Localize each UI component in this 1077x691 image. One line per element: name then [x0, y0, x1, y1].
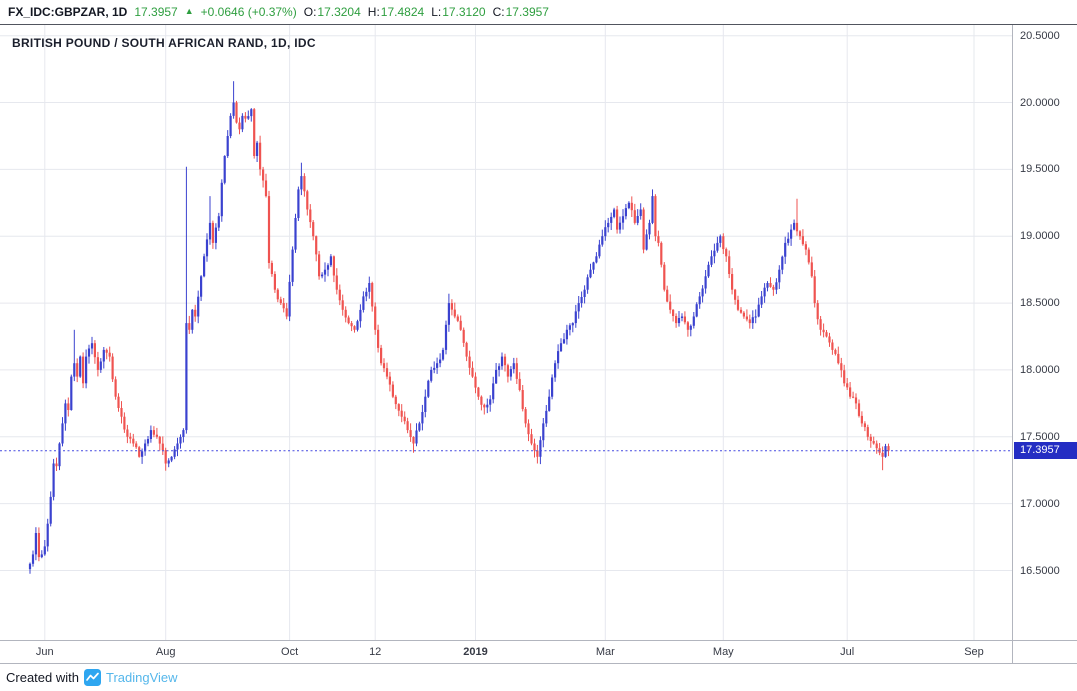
created-with-text: Created with — [6, 670, 79, 685]
time-axis-label: May — [712, 646, 734, 658]
high-value: 17.4824 — [380, 5, 425, 19]
symbol-title[interactable]: FX_IDC:GBPZAR, 1D — [8, 5, 128, 19]
time-axis-label: Sep — [964, 646, 984, 658]
close-value: 17.3957 — [505, 5, 549, 19]
tradingview-logo-icon[interactable] — [83, 669, 101, 686]
price-axis-label: 19.0000 — [1020, 230, 1060, 243]
low-label: L: — [431, 5, 442, 19]
price-axis-label: 17.5000 — [1020, 430, 1060, 443]
footer-bar: Created with TradingView — [0, 663, 1077, 691]
price-axis-label: 17.0000 — [1020, 497, 1060, 510]
price-axis-label: 18.0000 — [1020, 363, 1060, 376]
time-axis-label: Oct — [281, 646, 299, 658]
time-axis-label: Jul — [840, 646, 855, 658]
time-axis-label: 12 — [369, 646, 382, 658]
last-price: 17.3957 — [134, 5, 178, 19]
open-field: O: 17.3204 — [304, 5, 361, 19]
price-axis-label: 20.5000 — [1020, 29, 1060, 42]
low-field: L: 17.3120 — [431, 5, 485, 19]
price-change: +0.0646 (+0.37%) — [200, 5, 297, 19]
time-axis-label: 2019 — [463, 646, 488, 658]
time-axis-label: Jun — [35, 646, 54, 658]
up-arrow-icon: ▲ — [184, 6, 194, 16]
time-axis-label: Aug — [155, 646, 176, 658]
price-axis[interactable]: 20.5000 20.0000 19.5000 19.0000 18.5000 18.00… — [1012, 25, 1077, 640]
low-value: 17.3120 — [442, 5, 486, 19]
price-axis-label: 18.5000 — [1020, 297, 1060, 310]
chart-area: BRITISH POUND / SOUTH AFRICAN RAND, 1D, … — [0, 25, 1077, 663]
high-field: H: 17.4824 — [368, 5, 424, 19]
price-axis-label: 19.5000 — [1020, 163, 1060, 176]
high-label: H: — [367, 5, 380, 19]
open-value: 17.3204 — [317, 5, 361, 19]
close-field: C: 17.3957 — [493, 5, 549, 19]
time-axis[interactable]: Jun Aug Oct 12 2019 Mar May Jul Sep — [0, 640, 1012, 663]
chart-canvas[interactable] — [0, 25, 1012, 640]
symbol-info-bar: FX_IDC:GBPZAR, 1D 17.3957 ▲ +0.0646 (+0.… — [0, 0, 1077, 25]
chart-title: BRITISH POUND / SOUTH AFRICAN RAND, 1D, … — [12, 36, 316, 50]
price-axis-label: 16.5000 — [1020, 564, 1060, 577]
axis-corner — [1012, 640, 1077, 663]
tradingview-brand-link[interactable]: TradingView — [105, 670, 178, 685]
close-label: C: — [492, 5, 505, 19]
time-axis-label: Mar — [595, 646, 615, 658]
price-axis-label: 20.0000 — [1020, 96, 1060, 109]
open-label: O: — [303, 5, 317, 19]
current-price-badge: 17.3957 — [1014, 441, 1077, 459]
